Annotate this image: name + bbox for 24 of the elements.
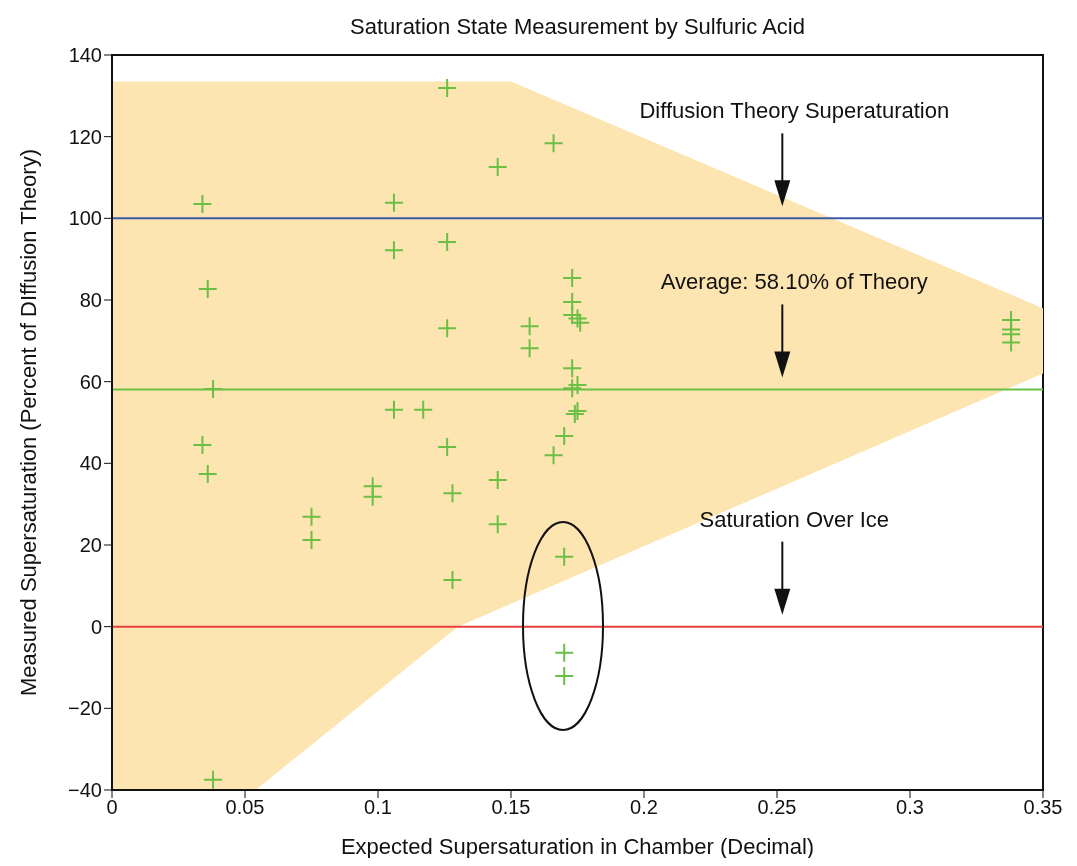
annotation: Average: 58.10% of Theory (660, 269, 928, 295)
y-tick-label: 0 (90, 615, 102, 638)
y-tick-label: 100 (68, 207, 102, 230)
x-tick-label: 0.2 (630, 796, 658, 819)
x-tick-label: 0.15 (491, 796, 531, 819)
x-tick-label: 0.05 (225, 796, 265, 819)
x-tick-label: 0.25 (757, 796, 797, 819)
y-tick-label: 140 (68, 44, 102, 67)
x-tick-label: 0.3 (896, 796, 924, 819)
x-axis-title: Expected Supersaturation in Chamber (Decimal) (340, 834, 815, 859)
x-tick-label: 0 (106, 796, 118, 819)
annotation: Diffusion Theory Superaturation (639, 98, 950, 124)
y-tick-label: 120 (68, 125, 102, 148)
y-tick-label: 60 (79, 370, 102, 393)
annotation: Saturation Over Ice (699, 506, 890, 532)
y-tick-label: 20 (79, 534, 102, 557)
y-tick-label: 80 (79, 289, 102, 312)
y-tick-label: 40 (79, 452, 102, 475)
x-tick-label: 0.35 (1023, 796, 1063, 819)
y-tick-label: −20 (68, 697, 102, 720)
x-tick-label: 0.1 (364, 796, 392, 819)
y-axis-title: Measured Supersaturation (Percent of DIffusion Theory) (15, 148, 41, 697)
chart-title: Saturation State Measurement by Sulfuric Acid (350, 14, 805, 39)
y-tick-label: −40 (68, 779, 102, 802)
